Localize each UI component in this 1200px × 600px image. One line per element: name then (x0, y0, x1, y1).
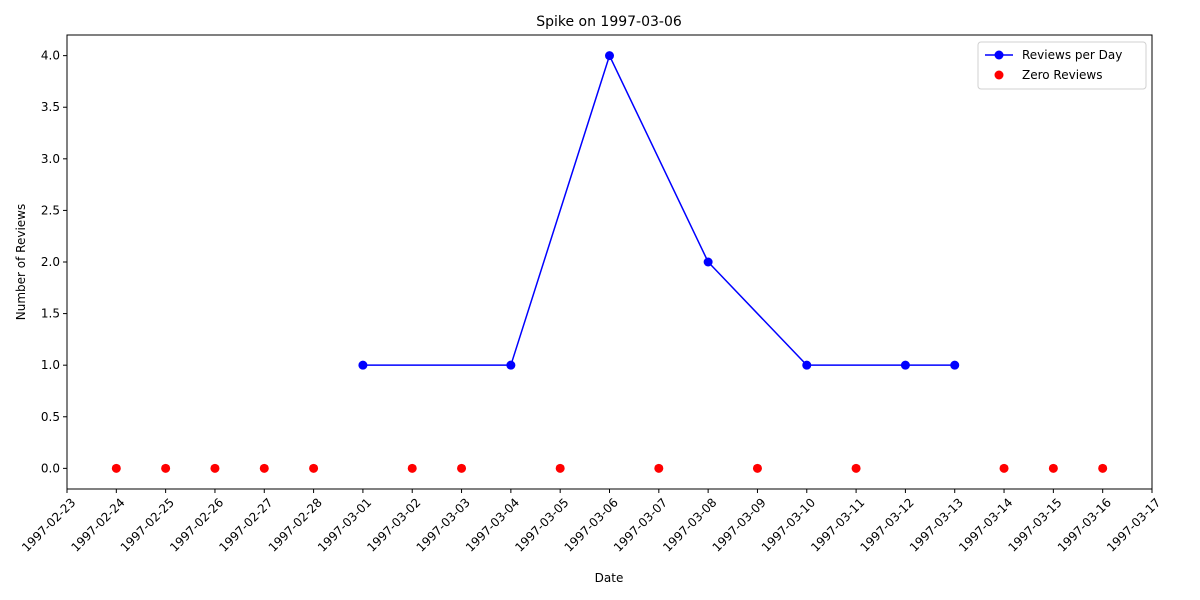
y-tick-label: 1.5 (41, 307, 60, 321)
reviews-point (506, 360, 516, 370)
legend-label: Zero Reviews (1022, 68, 1103, 82)
legend: Reviews per Day Zero Reviews (977, 41, 1147, 90)
series-layer (111, 51, 1108, 473)
plot-area (66, 34, 1153, 490)
y-tick-label: 2.0 (41, 255, 60, 269)
series-line-reviews-per-day (362, 53, 955, 366)
zero-review-point (457, 463, 467, 473)
y-tick-label: 1.0 (41, 358, 60, 372)
zero-review-point (1048, 463, 1058, 473)
zero-review-point (1098, 463, 1108, 473)
y-tick-label: 0.0 (41, 461, 60, 475)
zero-review-point (111, 463, 121, 473)
reviews-point (703, 257, 713, 267)
y-tick-label: 3.0 (41, 152, 60, 166)
legend-label: Reviews per Day (1022, 48, 1122, 62)
legend-box (977, 41, 1147, 90)
y-tick-label: 0.5 (41, 410, 60, 424)
zero-review-point (259, 463, 269, 473)
legend-marker (994, 50, 1004, 60)
chart-title: Spike on 1997-03-06 (536, 14, 682, 30)
zero-review-point (999, 463, 1009, 473)
zero-review-point (555, 463, 565, 473)
zero-review-point (851, 463, 861, 473)
y-axis-title: Number of Reviews (14, 204, 28, 320)
reviews-point (358, 360, 368, 370)
zero-review-point (210, 463, 220, 473)
zero-review-point (407, 463, 417, 473)
y-axis: 0.0 0.5 1.0 1.5 2.0 2.5 3.0 3.5 4.0 (41, 49, 67, 475)
zero-review-point (654, 463, 664, 473)
x-axis: 1997-02-231997-02-241997-02-251997-02-26… (19, 489, 1163, 555)
y-tick-label: 4.0 (41, 49, 60, 63)
x-axis-title: Date (595, 571, 624, 585)
y-tick-label: 3.5 (41, 100, 60, 114)
zero-review-point (752, 463, 762, 473)
reviews-point (802, 360, 812, 370)
reviews-point (605, 51, 614, 61)
y-tick-label: 2.5 (41, 203, 60, 217)
legend-marker (994, 70, 1004, 80)
zero-review-point (309, 463, 319, 473)
reviews-point (950, 360, 960, 370)
reviews-point (900, 360, 910, 370)
zero-review-point (161, 463, 171, 473)
